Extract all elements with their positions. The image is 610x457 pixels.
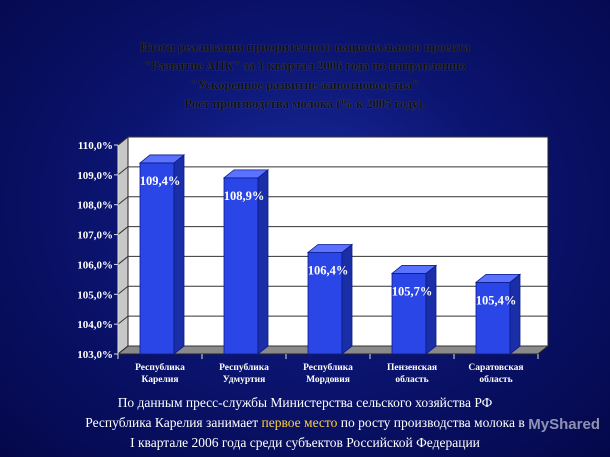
- grid-line-side: [117, 315, 129, 325]
- title-line-3: "Ускоренное развитие животноводства": [190, 78, 420, 92]
- grid-line-side: [117, 166, 129, 176]
- bar-top: [138, 154, 186, 164]
- y-axis-ticks: 103,0% 104,0% 105,0% 106,0% 107,0% 108,0% 109,…: [77, 140, 119, 361]
- footer-text: По данным пресс-службы Министерства сель…: [0, 393, 610, 453]
- footer-highlight: первое место: [261, 415, 338, 430]
- data-label: 105,4%: [476, 293, 517, 307]
- x-tick-label: область: [395, 374, 428, 385]
- grid-line-side: [117, 345, 129, 355]
- y-tick-label: 105,0%: [77, 289, 113, 301]
- watermark-logo: MyShared: [528, 416, 600, 433]
- x-tick-label: Саратовская: [468, 363, 523, 373]
- y-tick-label: 106,0%: [77, 259, 113, 271]
- bar: [223, 177, 259, 355]
- y-tick-label: 109,0%: [77, 170, 113, 182]
- x-tick-label: Мордовия: [306, 375, 350, 385]
- chart-title: Итоги реализации приоритетного националь…: [0, 38, 610, 114]
- bar-top: [306, 244, 354, 253]
- data-label: 109,4%: [140, 174, 181, 188]
- bar-top: [390, 264, 438, 274]
- data-label: 106,4%: [308, 263, 349, 277]
- plot-side-wall: [117, 135, 129, 356]
- bar: [139, 162, 175, 355]
- bar-side: [341, 243, 353, 355]
- footer-line-1: По данным пресс-службы Министерства сель…: [117, 395, 493, 410]
- bars: 109,4% 108,9% 106,4% 105,7% 105,4%: [138, 154, 522, 355]
- x-tick-label: Республика: [135, 362, 185, 373]
- y-tick-label: 108,0%: [77, 200, 113, 212]
- bar-side: [425, 264, 437, 355]
- y-tick-label: 107,0%: [77, 230, 113, 242]
- y-tick-label: 104,0%: [77, 319, 113, 331]
- x-tick-label: область: [479, 374, 512, 385]
- title-line-1: Итоги реализации приоритетного националь…: [140, 40, 470, 54]
- title-line-4: Рост производства молока (% к 2005 году)…: [184, 97, 426, 111]
- bar-top: [222, 169, 270, 179]
- footer-line-2-end: по росту производства молока в: [337, 415, 525, 430]
- y-tick-label: 103,0%: [77, 349, 113, 361]
- grid-line-side: [117, 196, 129, 206]
- x-tick-label: Карелия: [142, 375, 179, 385]
- data-label: 108,9%: [224, 189, 265, 203]
- footer-line-2: Республика Карелия занимает первое место…: [0, 413, 610, 433]
- x-tick-label: Удмуртия: [223, 375, 266, 385]
- footer-line-2-start: Республика Карелия занимает: [85, 415, 262, 430]
- x-tick-label: Республика: [303, 362, 353, 373]
- bar-top: [474, 273, 522, 283]
- bar: [307, 252, 343, 355]
- grid-line-side: [117, 285, 129, 295]
- grid-line-side: [117, 256, 129, 265]
- x-tick-label: Республика: [219, 362, 269, 373]
- bar: [475, 281, 511, 355]
- bar-side: [509, 273, 521, 355]
- grid-line-side: [117, 136, 129, 146]
- title-line-2: "Развитие АПК" за 1 квартал 2006 года по…: [144, 59, 466, 73]
- footer-line-3: I квартале 2006 года среди субъектов Рос…: [130, 435, 480, 450]
- data-label: 105,7%: [392, 284, 433, 298]
- x-axis-labels: Республика Карелия Республика Удмуртия Респу…: [117, 354, 539, 385]
- grid-line-side: [117, 226, 129, 235]
- x-tick-label: Пензенская: [387, 363, 437, 373]
- y-tick-label: 110,0%: [78, 140, 113, 152]
